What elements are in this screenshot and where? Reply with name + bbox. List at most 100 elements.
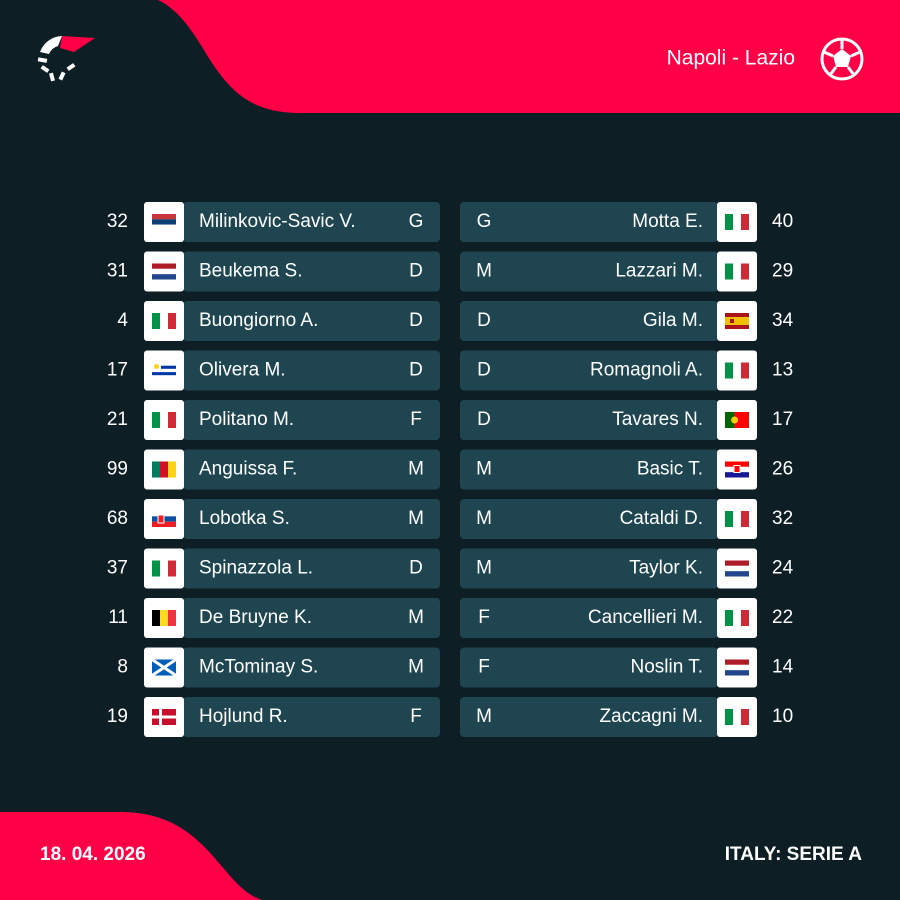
- row-box: [460, 697, 718, 737]
- footer-band: [0, 812, 262, 900]
- shirt-number: 32: [107, 211, 128, 232]
- row-box: [183, 449, 440, 490]
- row-box: [460, 449, 718, 490]
- row-box: [183, 202, 440, 242]
- flag-stripe: [725, 664, 749, 671]
- flag-stripe: [741, 511, 749, 527]
- shirt-number: 13: [772, 360, 793, 381]
- row-box: [460, 202, 718, 242]
- flag-stripe: [152, 268, 176, 275]
- flag-stripe: [733, 610, 741, 626]
- flag-stripe: [725, 461, 749, 467]
- flag-stripe: [733, 214, 741, 230]
- flag-stripe: [741, 214, 749, 230]
- flag-stripe: [725, 325, 749, 329]
- flag-stripe: [152, 362, 176, 366]
- row-box: [183, 697, 440, 737]
- player-position: F: [410, 409, 422, 430]
- player-name: Olivera M.: [199, 360, 286, 381]
- flag-stripe: [725, 659, 749, 665]
- shirt-number: 17: [772, 409, 793, 430]
- player-name: Lobotka S.: [199, 508, 290, 529]
- shirt-number: 37: [107, 558, 128, 579]
- flag-stripe: [152, 224, 176, 230]
- player-row: D Gila M. 34: [460, 301, 794, 341]
- flag-stripe: [152, 372, 176, 376]
- shirt-number: 31: [107, 261, 128, 282]
- flag-cross: [152, 715, 176, 719]
- flag-stripe: [741, 709, 749, 725]
- player-position: F: [410, 706, 422, 727]
- row-box: [183, 548, 440, 589]
- flag-stripe: [168, 313, 176, 329]
- row-box: [183, 647, 440, 688]
- player-position: D: [477, 409, 491, 430]
- flag-stripe: [160, 412, 168, 428]
- player-position: M: [408, 657, 424, 678]
- player-name: Basic T.: [637, 459, 703, 480]
- flag-stripe: [152, 511, 176, 517]
- row-box: [460, 598, 718, 638]
- lineups: 32 Milinkovic-Savic V. G 31 Beukema S. D 4 Buon…: [107, 202, 794, 737]
- player-row: G Motta E. 40: [460, 202, 793, 242]
- player-row: M Basic T. 26: [460, 449, 793, 490]
- player-row: F Noslin T. 14: [460, 647, 794, 688]
- row-box: [460, 301, 718, 341]
- flag-stripe: [733, 511, 741, 527]
- match-title: Napoli - Lazio: [667, 47, 795, 70]
- player-position: M: [476, 459, 492, 480]
- flag-emblem: [730, 319, 734, 323]
- flag-sun: [154, 364, 159, 369]
- flag-stripe: [168, 560, 176, 577]
- flag-stripe: [725, 565, 749, 572]
- flag-stripe: [152, 365, 176, 369]
- player-name: Romagnoli A.: [590, 360, 703, 381]
- player-name: Milinkovic-Savic V.: [199, 211, 356, 232]
- flag-stripe: [733, 362, 741, 379]
- shirt-number: 17: [107, 360, 128, 381]
- flag-stripe: [734, 412, 749, 428]
- flag-cross: [151, 658, 177, 677]
- flag-stripe: [152, 461, 160, 478]
- player-name: Noslin T.: [630, 657, 703, 678]
- flag-stripe: [725, 263, 733, 280]
- player-name: Taylor K.: [629, 558, 703, 579]
- row-box: [460, 251, 718, 292]
- flag-stripe: [725, 610, 733, 626]
- player-position: F: [478, 607, 490, 628]
- flag-stripe: [725, 362, 733, 379]
- row-box: [460, 350, 718, 391]
- flag-stripe: [725, 511, 733, 527]
- flag-stripe: [160, 313, 168, 329]
- shirt-number: 26: [772, 459, 793, 480]
- row-box: [460, 548, 718, 589]
- player-row: 37 Spinazzola L. D: [107, 548, 440, 589]
- flag-stripe: [168, 412, 176, 428]
- player-position: D: [477, 310, 491, 331]
- flag-stripe: [152, 274, 176, 280]
- player-name: Tavares N.: [612, 409, 703, 430]
- flag-stripe: [152, 610, 160, 626]
- flag-stripe: [725, 560, 749, 566]
- shirt-number: 68: [107, 508, 128, 529]
- flag-stripe: [741, 362, 749, 379]
- flag-stripe: [152, 263, 176, 269]
- player-row: 4 Buongiorno A. D: [117, 301, 440, 341]
- flag-stripe: [725, 571, 749, 577]
- player-row: M Lazzari M. 29: [460, 251, 793, 292]
- player-position: D: [409, 558, 423, 579]
- flag-stripe: [741, 610, 749, 626]
- flag-stripe: [733, 263, 741, 280]
- flag-stripe: [725, 472, 749, 478]
- player-row: 17 Olivera M. D: [107, 350, 440, 391]
- flag-shield: [157, 514, 165, 524]
- player-position: M: [408, 508, 424, 529]
- player-name: Cancellieri M.: [588, 607, 703, 628]
- player-name: De Bruyne K.: [199, 607, 312, 628]
- shirt-number: 8: [117, 657, 128, 678]
- flag-stripe: [152, 219, 176, 225]
- flag-stripe: [152, 560, 160, 577]
- shirt-number: 99: [107, 459, 128, 480]
